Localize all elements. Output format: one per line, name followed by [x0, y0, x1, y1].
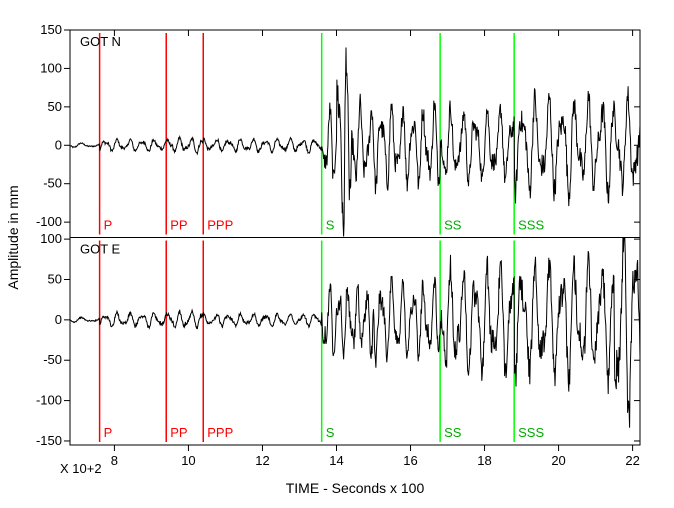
x-tick-label: 8: [111, 453, 118, 468]
panel-label-e: GOT E: [80, 242, 121, 257]
y-tick-label: -100: [36, 393, 62, 408]
y-tick-label: -50: [43, 176, 62, 191]
y-tick-label: -150: [36, 433, 62, 448]
y-tick-label: 100: [40, 60, 62, 75]
x-multiplier-label: X 10+2: [60, 461, 102, 476]
seismogram-chart: 810121416182022-100-50050100150PPPPPPSSS…: [0, 0, 674, 508]
phase-label-ppp: PPP: [207, 218, 233, 233]
y-tick-label: 150: [40, 22, 62, 37]
y-tick-label: 0: [55, 137, 62, 152]
x-tick-label: 20: [551, 453, 565, 468]
x-tick-label: 22: [625, 453, 639, 468]
y-tick-label: 0: [55, 312, 62, 327]
x-tick-label: 16: [403, 453, 417, 468]
y-axis-label: Amplitude in mm: [5, 185, 21, 289]
phase-label-s: S: [326, 425, 335, 440]
waveform-e: [70, 238, 640, 428]
y-tick-label: 50: [48, 99, 62, 114]
phase-label-p: P: [104, 425, 113, 440]
phase-label-s: S: [326, 218, 335, 233]
x-tick-label: 18: [477, 453, 491, 468]
y-tick-label: -100: [36, 214, 62, 229]
x-tick-label: 14: [329, 453, 343, 468]
waveform-n: [70, 48, 640, 237]
y-tick-label: -50: [43, 352, 62, 367]
phase-label-p: P: [104, 218, 113, 233]
phase-label-sss: SSS: [518, 425, 544, 440]
phase-label-ss: SS: [444, 425, 462, 440]
panel-label-n: GOT N: [80, 34, 121, 49]
x-tick-label: 10: [181, 453, 195, 468]
x-tick-label: 12: [255, 453, 269, 468]
y-tick-label: 50: [48, 271, 62, 286]
phase-label-sss: SSS: [518, 218, 544, 233]
phase-label-pp: PP: [170, 425, 187, 440]
x-axis-label: TIME - Seconds x 100: [286, 480, 425, 496]
phase-label-ppp: PPP: [207, 425, 233, 440]
y-tick-label: 100: [40, 231, 62, 246]
phase-label-ss: SS: [444, 218, 462, 233]
phase-label-pp: PP: [170, 218, 187, 233]
